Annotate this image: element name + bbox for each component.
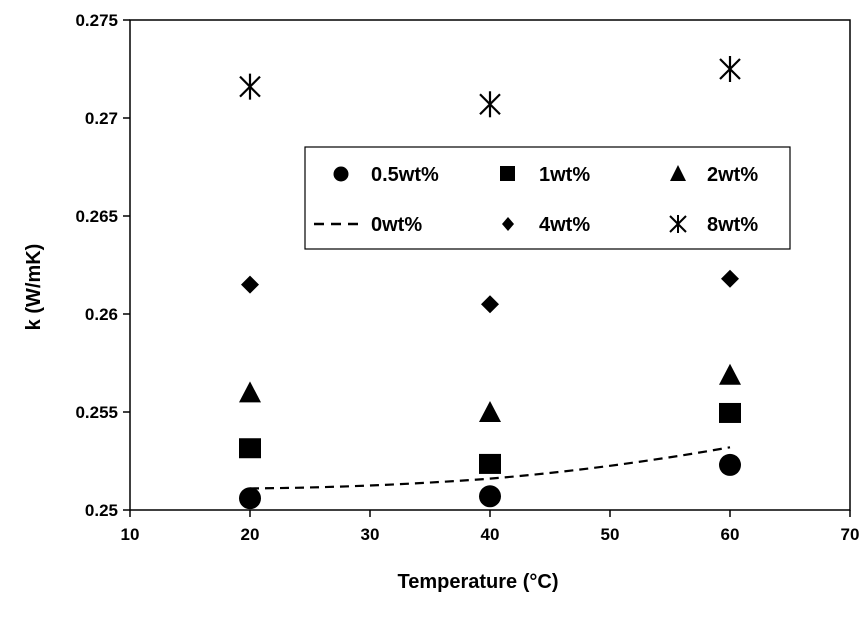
x-axis: 10 20 30 40 50 60 70 xyxy=(121,510,860,544)
data-point-asterisk xyxy=(239,73,261,100)
legend-marker-circle-icon xyxy=(333,166,349,182)
y-axis-title: k (W/mK) xyxy=(23,244,45,331)
y-tick-label: 0.26 xyxy=(85,305,118,324)
legend-label-0-5wt: 0.5wt% xyxy=(371,164,439,186)
x-tick-label: 30 xyxy=(361,525,380,544)
series-line-0wt xyxy=(249,446,731,490)
y-axis: 0.25 0.255 0.26 0.265 0.27 0.275 xyxy=(75,11,130,520)
data-point-square xyxy=(719,402,741,423)
y-tick-label: 0.265 xyxy=(75,207,118,226)
data-point-circle xyxy=(239,487,261,510)
y-tick-label: 0.255 xyxy=(75,403,118,422)
data-point-triangle xyxy=(719,363,741,385)
legend-label-0wt: 0wt% xyxy=(371,214,422,236)
legend-marker-square-icon xyxy=(500,166,515,181)
data-point-asterisk xyxy=(479,91,501,118)
y-tick-label: 0.25 xyxy=(85,501,118,520)
legend-label-1wt: 1wt% xyxy=(539,164,590,186)
data-point-square xyxy=(239,438,261,459)
legend-marker-asterisk-icon xyxy=(669,215,687,233)
legend-label-4wt: 4wt% xyxy=(539,214,590,236)
legend-label-8wt: 8wt% xyxy=(707,214,758,236)
legend-label-2wt: 2wt% xyxy=(707,164,758,186)
data-point-diamond xyxy=(721,269,739,288)
data-point-circle xyxy=(479,485,501,508)
data-point-square xyxy=(479,453,501,474)
x-tick-label: 20 xyxy=(241,525,260,544)
x-tick-label: 50 xyxy=(601,525,620,544)
y-tick-label: 0.27 xyxy=(85,109,118,128)
data-point-diamond xyxy=(241,275,259,294)
legend-box xyxy=(304,146,791,250)
x-tick-label: 60 xyxy=(721,525,740,544)
x-axis-title: Temperature (°C) xyxy=(398,571,559,593)
x-tick-label: 70 xyxy=(841,525,860,544)
legend-marker-triangle-icon xyxy=(670,165,686,181)
data-series xyxy=(239,56,741,510)
data-point-triangle xyxy=(239,381,261,403)
y-tick-label: 0.275 xyxy=(75,11,118,30)
data-point-circle xyxy=(719,453,741,476)
x-tick-label: 40 xyxy=(481,525,500,544)
data-point-asterisk xyxy=(719,56,741,82)
x-tick-label: 10 xyxy=(121,525,140,544)
data-point-triangle xyxy=(479,401,501,422)
legend: 0.5wt% 1wt% 2wt% 0wt% 4wt% 8wt% xyxy=(304,146,791,250)
data-point-diamond xyxy=(481,295,499,314)
legend-marker-diamond-icon xyxy=(502,217,514,231)
